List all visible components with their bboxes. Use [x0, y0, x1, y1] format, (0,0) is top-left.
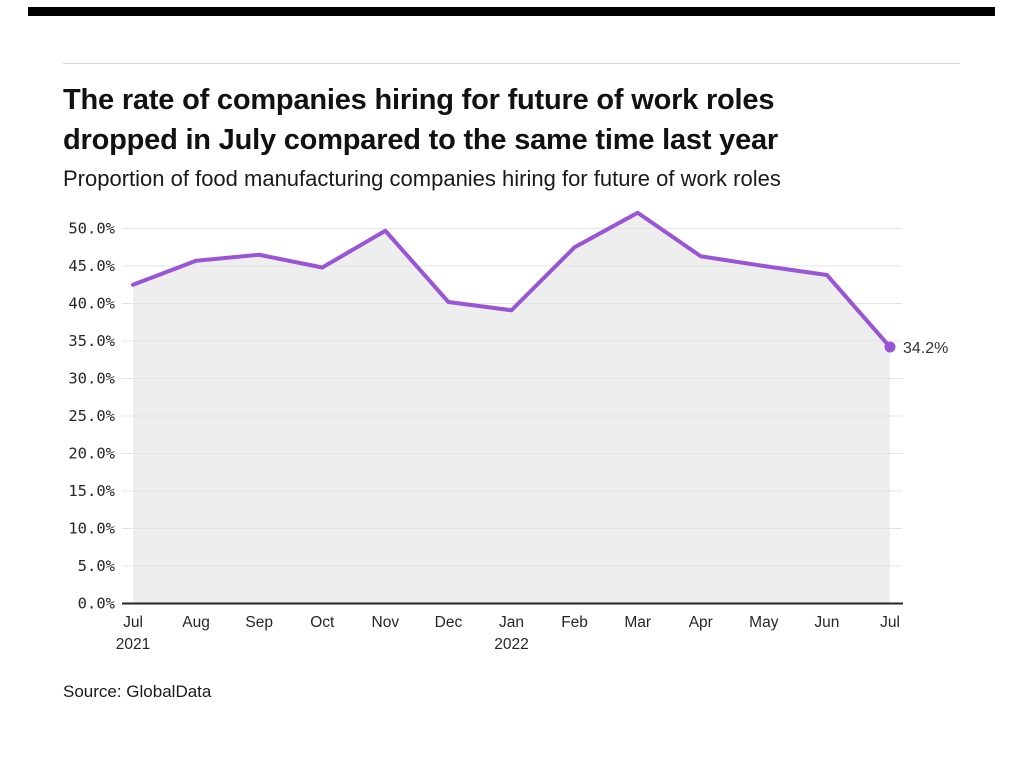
- x-tick-label: Sep: [245, 614, 273, 631]
- end-point-dot: [884, 341, 896, 353]
- x-tick-year-label: 2022: [494, 636, 528, 653]
- y-tick-label: 0.0%: [78, 595, 116, 613]
- y-tick-label: 35.0%: [68, 332, 115, 350]
- x-tick-label: Jul: [880, 614, 900, 631]
- x-tick-label: Oct: [310, 614, 335, 631]
- header-divider: [63, 63, 960, 64]
- y-tick-label: 15.0%: [68, 482, 115, 500]
- chart-subtitle: Proportion of food manufacturing compani…: [63, 166, 781, 191]
- x-tick-label: Mar: [624, 614, 651, 631]
- y-tick-label: 20.0%: [68, 445, 115, 463]
- y-tick-label: 10.0%: [68, 520, 115, 538]
- y-tick-label: 50.0%: [68, 220, 115, 238]
- x-tick-year-label: 2021: [116, 636, 150, 653]
- x-tick-label: Feb: [561, 614, 588, 631]
- chart-title-line2: dropped in July compared to the same tim…: [63, 124, 779, 156]
- y-tick-label: 45.0%: [68, 257, 115, 275]
- x-tick-label: Nov: [372, 614, 400, 631]
- x-tick-label: Apr: [689, 614, 713, 631]
- x-tick-label: Jan: [499, 614, 524, 631]
- x-tick-label: Dec: [435, 614, 463, 631]
- x-tick-label: May: [749, 614, 779, 631]
- y-tick-label: 5.0%: [78, 557, 116, 575]
- y-tick-label: 25.0%: [68, 407, 115, 425]
- end-point-label: 34.2%: [903, 340, 948, 357]
- chart-title-line1: The rate of companies hiring for future …: [63, 84, 775, 116]
- y-tick-label: 30.0%: [68, 370, 115, 388]
- area-fill: [133, 212, 890, 604]
- chart-title: The rate of companies hiring for future …: [63, 80, 963, 160]
- trend-line: [131, 210, 892, 349]
- source-label: Source: GlobalData: [63, 682, 212, 701]
- x-tick-label: Jun: [814, 614, 839, 631]
- top-accent-bar: [28, 7, 995, 16]
- y-tick-label: 40.0%: [68, 295, 115, 313]
- x-tick-label: Aug: [182, 614, 210, 631]
- x-tick-label: Jul: [123, 614, 143, 631]
